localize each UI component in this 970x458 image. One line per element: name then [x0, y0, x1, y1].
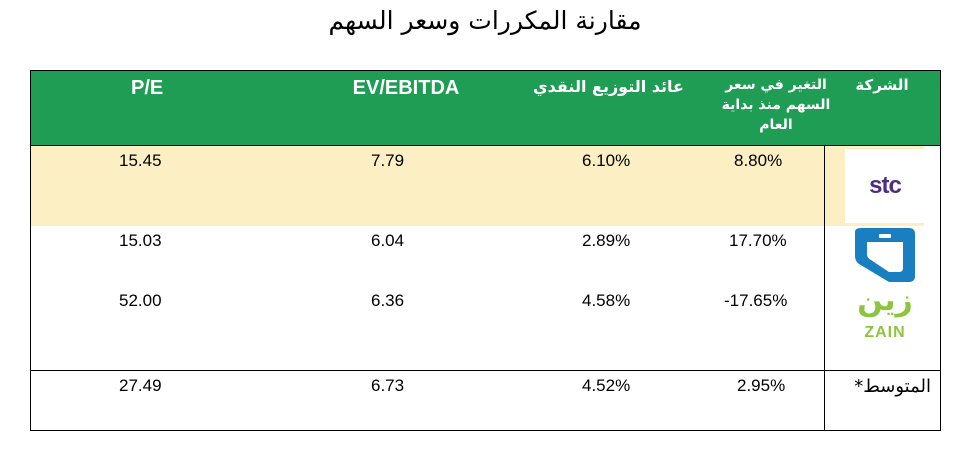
cell-stc-dividend-yield: 6.10% [582, 151, 631, 170]
header-company: الشركة [855, 76, 909, 94]
cell-stc-price-change: 8.80% [734, 151, 783, 170]
zain-logo-english: ZAIN [864, 324, 906, 341]
header-price-change: التغير في سعر السهم منذ بداية العام [721, 77, 831, 133]
cell-average-label: المتوسط* [854, 376, 931, 397]
comparison-table: P/E EV/EBITDA عائد التوزيع النقدي التغير… [30, 70, 941, 431]
cell-stc-ev-ebitda: 7.79 [371, 151, 405, 170]
cell-mobily-dividend-yield: 2.89% [582, 231, 631, 250]
cell-mobily-pe: 15.03 [119, 231, 162, 250]
cell-zain-pe: 52.00 [119, 291, 162, 310]
cell-zain-dividend-yield: 4.58% [582, 291, 631, 310]
company-column-divider [824, 145, 825, 430]
table-header: P/E EV/EBITDA عائد التوزيع النقدي التغير… [31, 71, 940, 146]
cell-average-price-change: 2.95% [737, 376, 786, 395]
header-pe: P/E [131, 77, 164, 99]
header-dividend-yield: عائد التوزيع النقدي [533, 77, 684, 96]
cell-average-ev-ebitda: 6.73 [371, 376, 405, 395]
cell-mobily-ev-ebitda: 6.04 [371, 231, 405, 250]
zain-logo-arabic: زين [857, 283, 913, 318]
page-title: مقارنة المكررات وسعر السهم [328, 6, 642, 35]
cell-stc-pe: 15.45 [119, 151, 162, 170]
header-ev-ebitda: EV/EBITDA [352, 77, 460, 99]
mobily-zain-logos: زين ZAIN [849, 228, 921, 348]
cell-mobily-price-change: 17.70% [729, 231, 787, 250]
stc-logo: stc [845, 149, 925, 223]
cell-average-dividend-yield: 4.52% [582, 376, 631, 395]
cell-zain-ev-ebitda: 6.36 [371, 291, 405, 310]
cell-average-pe: 27.49 [119, 376, 162, 395]
average-row-divider [31, 370, 940, 371]
mobily-logo-icon [849, 228, 921, 284]
table-row-stc [31, 146, 924, 226]
cell-zain-price-change: -17.65% [724, 291, 788, 310]
stc-logo-text: stc [869, 172, 902, 199]
